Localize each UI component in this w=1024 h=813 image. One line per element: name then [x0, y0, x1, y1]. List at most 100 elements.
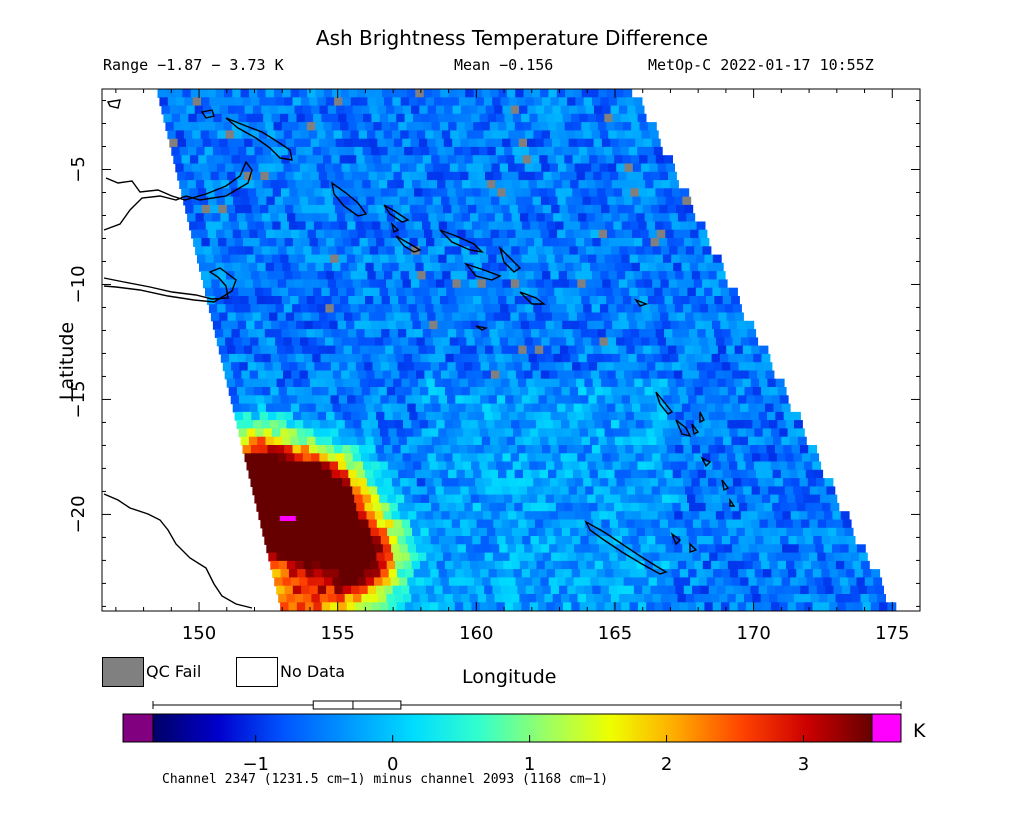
swath-cell — [369, 594, 379, 603]
swath-cell — [632, 163, 642, 173]
swath-cell — [353, 387, 363, 396]
swath-cell — [614, 122, 624, 131]
swath-cell — [591, 163, 601, 173]
swath-cell — [322, 536, 332, 545]
swath-cell — [376, 378, 386, 388]
swath-cell — [456, 610, 466, 611]
swath-cell — [342, 304, 351, 314]
swath-cell — [252, 171, 261, 181]
swath-cell — [462, 461, 472, 471]
swath-cell — [288, 602, 298, 611]
swath-cell — [310, 519, 320, 529]
swath-cell — [443, 204, 452, 214]
swath-cell — [447, 155, 457, 165]
swath-cell — [270, 387, 280, 396]
swath-cell — [279, 527, 288, 537]
swath-cell — [542, 271, 551, 280]
swath-cell — [224, 196, 234, 206]
swath-cell — [451, 204, 461, 214]
swath-cell — [588, 428, 597, 438]
swath-cell — [663, 536, 673, 545]
swath-cell — [212, 213, 221, 223]
swath-cell — [652, 246, 662, 256]
swath-cell — [305, 536, 315, 545]
swath-cell — [354, 494, 364, 504]
swath-cell — [866, 585, 876, 595]
swath-cell — [316, 511, 326, 521]
swath-cell — [664, 469, 674, 479]
swath-cell — [862, 569, 872, 578]
swath-cell — [346, 602, 356, 611]
swath-cell — [191, 229, 200, 239]
swath-cell — [292, 445, 302, 454]
swath-cell — [262, 180, 272, 189]
swath-cell — [566, 163, 576, 173]
swath-cell — [739, 436, 749, 446]
swath-cell — [794, 527, 804, 537]
swath-cell — [681, 296, 690, 305]
swath-cell — [367, 411, 377, 421]
swath-cell — [473, 469, 482, 479]
swath-cell — [661, 213, 671, 223]
swath-cell — [528, 353, 538, 363]
swath-cell — [615, 229, 625, 239]
swath-cell — [450, 97, 460, 107]
swath-cell — [649, 163, 659, 173]
swath-cell — [583, 304, 593, 314]
swath-cell — [419, 594, 429, 603]
swath-cell — [388, 287, 397, 297]
swath-cell — [675, 585, 685, 595]
coastline-png-south — [103, 267, 237, 303]
swath-cell — [648, 436, 658, 446]
swath-cell — [753, 527, 762, 537]
swath-cell — [297, 362, 307, 372]
swath-cell — [578, 387, 587, 396]
swath-cell — [704, 569, 714, 578]
swath-cell — [577, 246, 587, 256]
swath-cell — [773, 544, 783, 554]
swath-cell — [418, 486, 428, 496]
swath-cell — [640, 577, 650, 587]
swath-cell — [342, 271, 352, 280]
swath-cell — [539, 469, 549, 479]
swath-cell — [335, 345, 345, 355]
swath-cell — [266, 196, 276, 206]
swath-cell — [531, 155, 540, 165]
swath-cell — [821, 536, 831, 545]
swath-cell — [332, 262, 341, 272]
swath-cell — [531, 89, 541, 98]
swath-cell — [423, 89, 433, 98]
swath-cell — [605, 221, 614, 231]
swath-cell — [723, 544, 733, 554]
swath-cell — [756, 610, 766, 611]
swath-cell — [435, 345, 444, 355]
swath-cell — [246, 287, 256, 297]
swath-cell — [280, 395, 290, 405]
swath-cell — [459, 238, 469, 247]
swath-cell — [750, 378, 760, 388]
swath-cell — [479, 461, 489, 471]
swath-cell — [452, 246, 462, 256]
swath-cell — [346, 113, 356, 123]
swath-cell — [776, 453, 786, 463]
swath-cell — [757, 370, 766, 380]
swath-cell — [507, 403, 517, 413]
swath-cell — [683, 304, 692, 314]
swath-cell — [335, 486, 345, 496]
swath-cell — [268, 204, 278, 214]
swath-cell — [639, 262, 649, 272]
swath-cell — [747, 502, 757, 512]
swath-cell — [552, 279, 562, 289]
swath-cell — [756, 577, 766, 587]
swath-cell — [345, 353, 355, 363]
swath-cell — [311, 560, 321, 570]
swath-cell — [596, 221, 606, 231]
swath-cell — [220, 353, 230, 363]
swath-cell — [241, 163, 251, 173]
swath-cell — [284, 445, 293, 454]
swath-cell — [434, 378, 444, 388]
swath-cell — [383, 130, 393, 140]
swath-cell — [639, 296, 649, 305]
swath-cell — [563, 254, 572, 264]
swath-cell — [477, 486, 486, 496]
